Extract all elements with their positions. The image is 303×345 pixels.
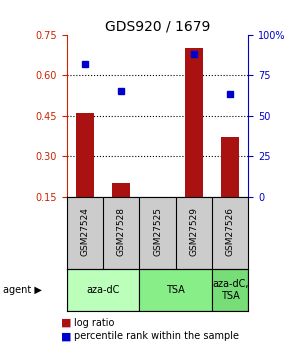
Text: GSM27524: GSM27524 [80, 207, 89, 256]
Text: aza-dC: aza-dC [86, 285, 120, 295]
Text: ■: ■ [61, 318, 71, 327]
Text: GSM27526: GSM27526 [226, 207, 235, 256]
Bar [221, 137, 239, 197]
Bar [185, 48, 203, 197]
Bar [76, 113, 94, 197]
Title: GDS920 / 1679: GDS920 / 1679 [105, 19, 210, 33]
Bar [112, 183, 130, 197]
Bar [212, 269, 248, 310]
Text: agent ▶: agent ▶ [3, 285, 42, 295]
Text: GSM27525: GSM27525 [153, 207, 162, 256]
Text: percentile rank within the sample: percentile rank within the sample [74, 332, 239, 341]
Bar [67, 269, 139, 310]
Text: GSM27528: GSM27528 [117, 207, 126, 256]
Text: GSM27529: GSM27529 [189, 207, 198, 256]
Text: TSA: TSA [166, 285, 185, 295]
Text: aza-dC,
TSA: aza-dC, TSA [212, 279, 248, 300]
Text: ■: ■ [61, 332, 71, 341]
Text: log ratio: log ratio [74, 318, 115, 327]
Bar [139, 269, 212, 310]
